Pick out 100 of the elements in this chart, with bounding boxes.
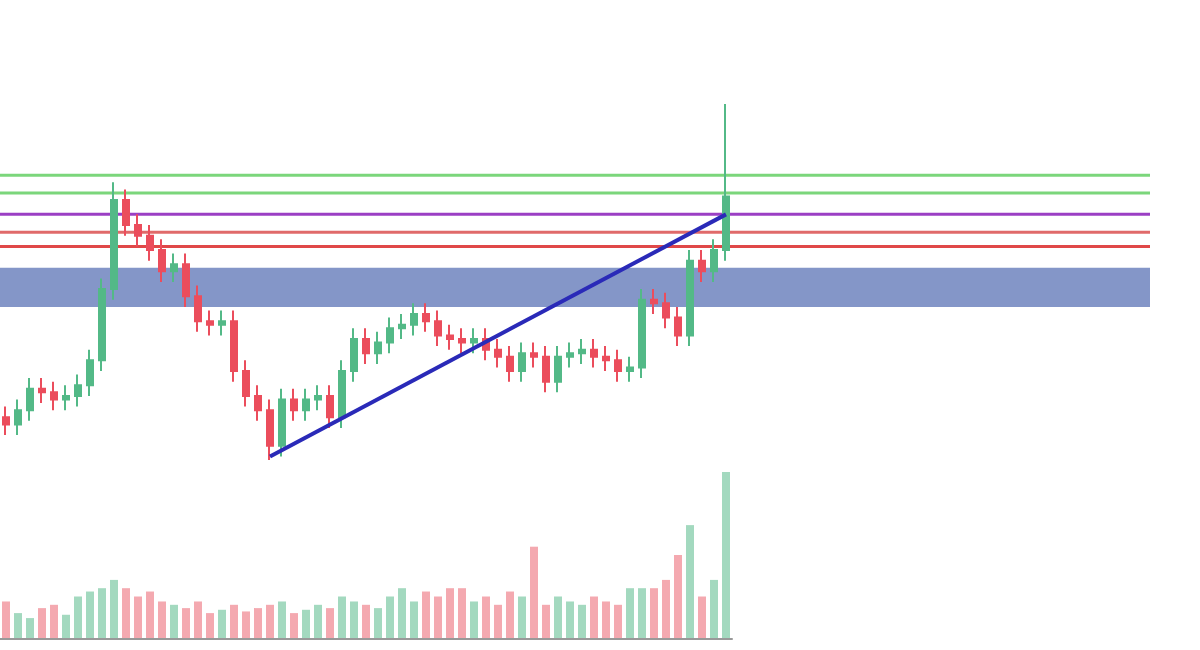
bar — [302, 609, 310, 638]
bar — [722, 472, 730, 638]
bar — [50, 604, 58, 638]
candlestick — [434, 309, 442, 348]
candlestick — [206, 309, 214, 337]
candlestick — [2, 405, 10, 437]
candlestick — [722, 103, 730, 262]
candlestick — [230, 309, 238, 383]
bar — [182, 608, 190, 638]
bar — [362, 604, 370, 638]
bar — [434, 596, 442, 638]
candlestick — [602, 345, 610, 372]
candlestick — [38, 377, 46, 405]
candlestick — [50, 380, 58, 412]
bar — [62, 614, 70, 638]
bar — [446, 588, 454, 638]
bar — [218, 609, 226, 638]
candlestick — [686, 248, 694, 348]
bar — [98, 588, 106, 638]
candlestick — [362, 327, 370, 365]
bar — [578, 604, 586, 638]
candlestick — [98, 277, 106, 372]
candlestick — [74, 373, 82, 408]
candlestick — [326, 384, 334, 429]
candlestick — [554, 345, 562, 394]
candlestick — [590, 337, 598, 369]
bar — [86, 591, 94, 638]
candlestick — [14, 398, 22, 437]
bar — [170, 604, 178, 638]
bar — [38, 608, 46, 638]
candlestick — [338, 359, 346, 429]
bar — [350, 601, 358, 638]
bar — [2, 601, 10, 638]
bar — [326, 608, 334, 638]
candlestick — [410, 302, 418, 337]
candlestick — [662, 291, 670, 330]
candlestick — [182, 252, 190, 308]
candlestick — [698, 248, 706, 283]
candlestick — [566, 341, 574, 369]
candlestick — [350, 327, 358, 383]
bar — [158, 601, 166, 638]
candlestick — [422, 302, 430, 333]
bar — [122, 588, 130, 638]
bar — [530, 546, 538, 638]
bar — [314, 604, 322, 638]
bar — [338, 596, 346, 638]
candlestick — [506, 345, 514, 383]
bar — [242, 611, 250, 638]
candlestick — [494, 337, 502, 369]
bar — [374, 608, 382, 638]
candlestick — [674, 305, 682, 348]
bar — [290, 613, 298, 638]
bar — [230, 604, 238, 638]
candlestick — [302, 387, 310, 422]
candlestick — [254, 384, 262, 422]
bar — [566, 601, 574, 638]
candlestick — [170, 252, 178, 283]
bar — [254, 608, 262, 638]
bar — [134, 596, 142, 638]
bar — [590, 596, 598, 638]
bar — [386, 596, 394, 638]
candlestick — [386, 316, 394, 355]
bar — [422, 591, 430, 638]
bar — [410, 601, 418, 638]
bar — [650, 588, 658, 638]
candlestick — [614, 348, 622, 383]
bar — [542, 604, 550, 638]
bar — [458, 588, 466, 638]
bar — [698, 596, 706, 638]
bar — [686, 525, 694, 638]
bar — [194, 601, 202, 638]
candlestick — [518, 341, 526, 383]
candlestick — [650, 288, 658, 316]
bar — [110, 579, 118, 638]
candlestick — [626, 355, 634, 383]
candlestick — [446, 323, 454, 351]
bar — [494, 604, 502, 638]
candlestick — [278, 387, 286, 458]
candlestick — [638, 288, 646, 380]
candlestick — [578, 337, 586, 365]
bar — [626, 588, 634, 638]
candlestick — [110, 181, 118, 301]
candlestick — [158, 238, 166, 283]
candlestick — [542, 345, 550, 394]
bar — [74, 596, 82, 638]
bar — [662, 579, 670, 638]
bar — [206, 613, 214, 638]
bar — [674, 555, 682, 638]
candlestick — [86, 348, 94, 397]
bar — [506, 591, 514, 638]
candlestick — [290, 387, 298, 422]
candlestick — [266, 398, 274, 460]
candlestick — [530, 341, 538, 369]
bar — [638, 588, 646, 638]
bar — [554, 596, 562, 638]
candlestick — [314, 384, 322, 412]
bar — [614, 604, 622, 638]
bar — [518, 596, 526, 638]
candlestick — [62, 384, 70, 412]
candlestick — [122, 188, 130, 237]
